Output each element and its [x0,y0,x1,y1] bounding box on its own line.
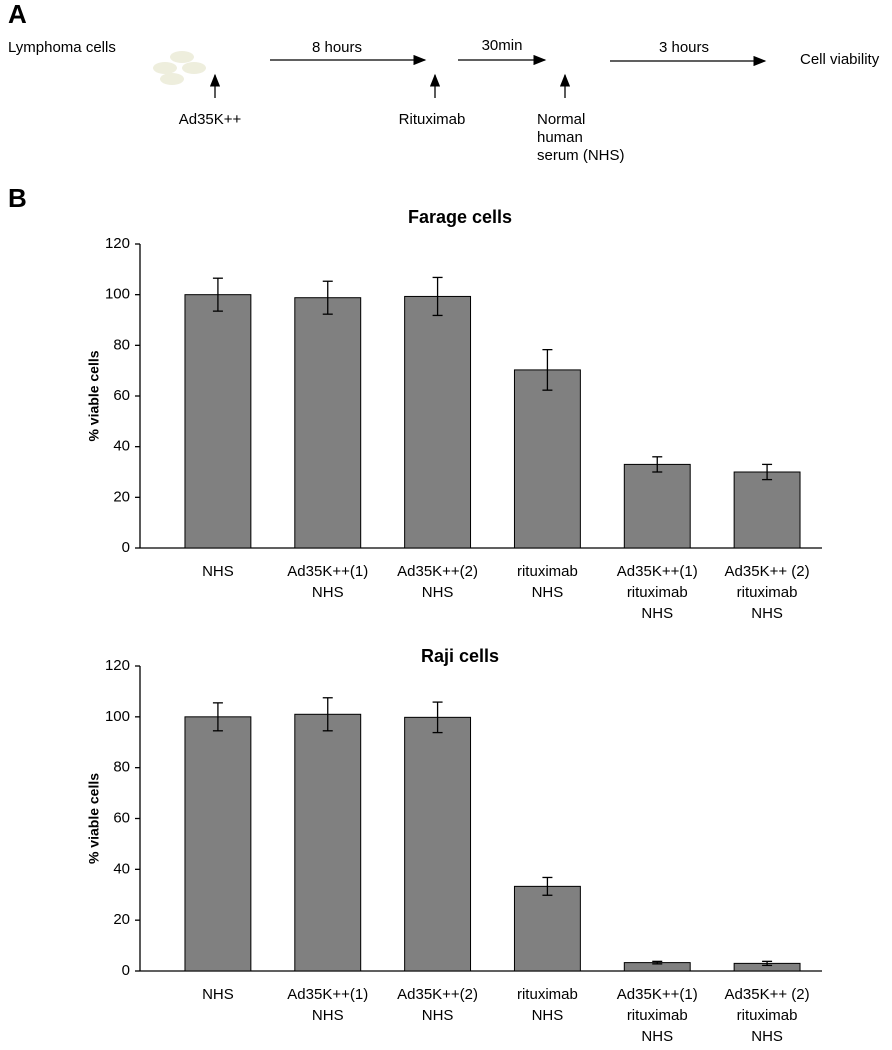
error-bar [212,702,223,732]
y-axis-label: % viable cells [86,773,102,864]
y-tick-label: 60 [113,387,130,404]
x-tick-label: Ad35K++(1) [287,563,368,580]
chart-title: Raji cells [421,646,499,666]
x-tick-label: rituximab [517,986,578,1003]
error-bar [762,960,773,967]
bar [184,716,252,972]
addition: Ad35K++ [179,111,242,128]
x-tick-label: NHS [422,584,454,601]
x-tick-label: NHS [641,1028,673,1045]
panel-label: A [8,0,27,29]
y-tick-label: 40 [113,438,130,455]
error-bar [432,701,443,734]
x-tick-label: NHS [312,1007,344,1024]
error-bar [322,280,333,315]
bar [404,295,472,549]
y-tick-label: 100 [105,708,130,725]
x-tick-label: rituximab [737,584,798,601]
bar [294,297,362,549]
chart-title: Farage cells [408,207,512,227]
x-tick-label: rituximab [627,584,688,601]
error-bar [542,876,553,896]
error-bar [542,348,553,391]
duration: 3 hours [659,39,709,56]
duration: 8 hours [312,39,362,56]
addition: Normal [537,111,585,128]
y-tick-label: 80 [113,336,130,353]
x-tick-label: rituximab [627,1007,688,1024]
result-label: Cell viability [800,51,880,68]
y-tick-label: 100 [105,286,130,303]
error-bar [652,456,663,473]
x-tick-label: NHS [422,1007,454,1024]
bar [404,716,472,972]
x-tick-label: Ad35K++ (2) [725,986,810,1003]
x-tick-label: Ad35K++(1) [287,986,368,1003]
bar [733,471,801,549]
y-tick-label: 120 [105,235,130,252]
error-bar [322,697,333,732]
error-bar [212,277,223,312]
cells-icon [153,51,206,85]
bar [513,885,581,972]
y-tick-label: 0 [122,962,130,979]
error-bar [652,960,663,965]
x-tick-label: Ad35K++ (2) [725,563,810,580]
error-bar [432,276,443,317]
y-tick-label: 120 [105,657,130,674]
y-tick-label: 20 [113,911,130,928]
x-tick-label: Ad35K++(2) [397,563,478,580]
x-tick-label: NHS [532,1007,564,1024]
addition: serum (NHS) [537,147,625,164]
addition: human [537,129,583,146]
bar [184,294,252,549]
bar [623,463,691,549]
panel-label: B [8,183,27,213]
x-tick-label: NHS [202,986,234,1003]
x-tick-label: rituximab [517,563,578,580]
x-tick-label: NHS [751,605,783,622]
x-tick-label: NHS [532,584,564,601]
y-tick-label: 80 [113,759,130,776]
x-tick-label: Ad35K++(1) [617,563,698,580]
x-tick-label: NHS [312,584,344,601]
y-tick-label: 0 [122,539,130,556]
x-tick-label: Ad35K++(2) [397,986,478,1003]
y-tick-label: 20 [113,488,130,505]
y-tick-label: 60 [113,809,130,826]
x-tick-label: NHS [641,605,673,622]
x-tick-label: rituximab [737,1007,798,1024]
addition: Rituximab [399,111,466,128]
x-tick-label: Ad35K++(1) [617,986,698,1003]
x-tick-label: NHS [202,563,234,580]
duration: 30min [482,37,523,54]
bar [513,369,581,549]
y-axis-label: % viable cells [86,350,102,441]
x-tick-label: NHS [751,1028,783,1045]
bar [294,713,362,972]
error-bar [762,463,773,481]
y-tick-label: 40 [113,860,130,877]
start-label: Lymphoma cells [8,39,116,56]
